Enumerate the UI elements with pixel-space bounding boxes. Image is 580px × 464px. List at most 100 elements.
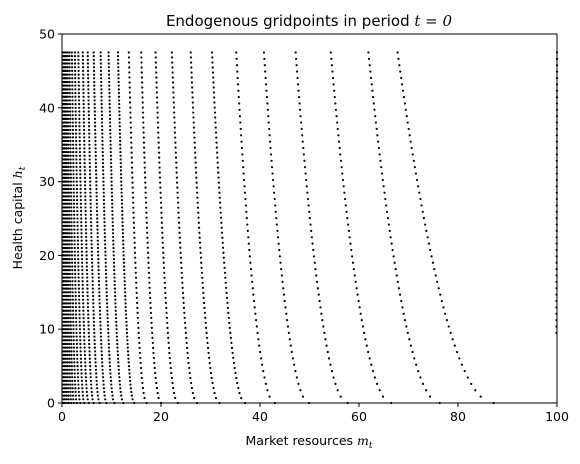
data-point — [229, 336, 232, 339]
data-point — [117, 80, 120, 84]
data-point — [93, 328, 96, 331]
data-point — [67, 143, 70, 146]
data-point — [127, 361, 130, 364]
data-point — [245, 210, 248, 213]
data-point — [106, 305, 109, 309]
data-point — [73, 239, 76, 242]
data-point — [94, 158, 97, 161]
data-point — [170, 371, 173, 375]
data-point — [156, 121, 160, 124]
data-point — [72, 184, 75, 187]
data-point — [73, 246, 76, 250]
data-point — [177, 216, 180, 219]
data-point — [161, 246, 165, 249]
data-point — [68, 106, 72, 109]
data-point — [247, 242, 250, 245]
data-point — [188, 371, 191, 375]
data-point — [89, 221, 93, 224]
data-point — [78, 309, 81, 312]
data-point — [212, 91, 216, 94]
data-point — [283, 299, 286, 303]
data-point — [68, 361, 71, 364]
data-point — [220, 226, 223, 229]
data-point — [75, 317, 78, 320]
data-point — [76, 361, 79, 364]
data-point — [254, 312, 257, 315]
data-point — [212, 76, 215, 79]
data-point — [73, 243, 76, 246]
data-point — [109, 154, 113, 157]
data-point — [77, 250, 80, 253]
data-point — [288, 338, 291, 341]
data-point — [169, 366, 172, 370]
data-point — [145, 226, 149, 229]
data-point — [162, 266, 166, 269]
data-point — [223, 261, 226, 264]
data-point — [98, 294, 101, 298]
data-point — [217, 176, 220, 179]
data-point — [267, 121, 270, 124]
data-point — [66, 58, 69, 61]
data-point — [118, 136, 122, 139]
data-point — [159, 201, 163, 204]
data-point — [121, 217, 124, 220]
data-point — [75, 342, 78, 346]
data-point — [103, 232, 106, 235]
data-point — [196, 201, 199, 204]
data-point — [122, 239, 125, 242]
data-point — [76, 202, 79, 205]
data-point — [63, 390, 66, 394]
data-point — [87, 114, 90, 117]
data-point — [219, 216, 223, 219]
data-point — [66, 206, 69, 209]
data-point — [82, 121, 86, 124]
data-point — [271, 172, 274, 175]
data-point — [346, 223, 350, 226]
data-point — [190, 381, 193, 385]
data-point — [87, 106, 90, 109]
data-point — [100, 353, 103, 357]
data-point — [65, 180, 69, 183]
data-point — [455, 350, 459, 354]
data-point — [167, 346, 171, 350]
data-point — [264, 83, 268, 86]
data-point — [70, 357, 73, 360]
data-point — [107, 66, 110, 69]
data-point — [68, 257, 71, 261]
data-point — [96, 394, 99, 397]
data-point — [269, 153, 273, 156]
data-point — [449, 331, 452, 334]
data-point — [101, 147, 104, 150]
data-point — [82, 84, 85, 87]
data-point — [77, 261, 80, 264]
data-point — [71, 390, 74, 394]
data-point — [77, 272, 80, 275]
data-point — [99, 55, 102, 58]
data-point — [65, 150, 68, 154]
data-point — [141, 101, 144, 104]
data-point — [77, 66, 80, 69]
data-point — [262, 370, 265, 373]
data-point — [67, 147, 70, 150]
data-point — [69, 398, 72, 401]
data-point — [282, 293, 286, 296]
data-point — [169, 361, 172, 365]
data-point — [157, 151, 161, 154]
data-point — [245, 217, 248, 220]
data-point — [121, 210, 124, 213]
data-point — [202, 291, 205, 294]
data-point — [76, 376, 80, 379]
data-point — [125, 317, 128, 320]
data-point — [132, 211, 135, 214]
data-point — [236, 76, 239, 80]
data-point — [193, 136, 196, 139]
data-point — [149, 311, 153, 314]
data-point — [102, 195, 105, 198]
data-point — [403, 319, 407, 322]
data-point — [193, 396, 196, 400]
data-point — [133, 231, 136, 234]
data-point — [78, 302, 81, 305]
data-point — [96, 213, 99, 216]
data-point — [87, 328, 90, 331]
data-point — [197, 216, 200, 219]
